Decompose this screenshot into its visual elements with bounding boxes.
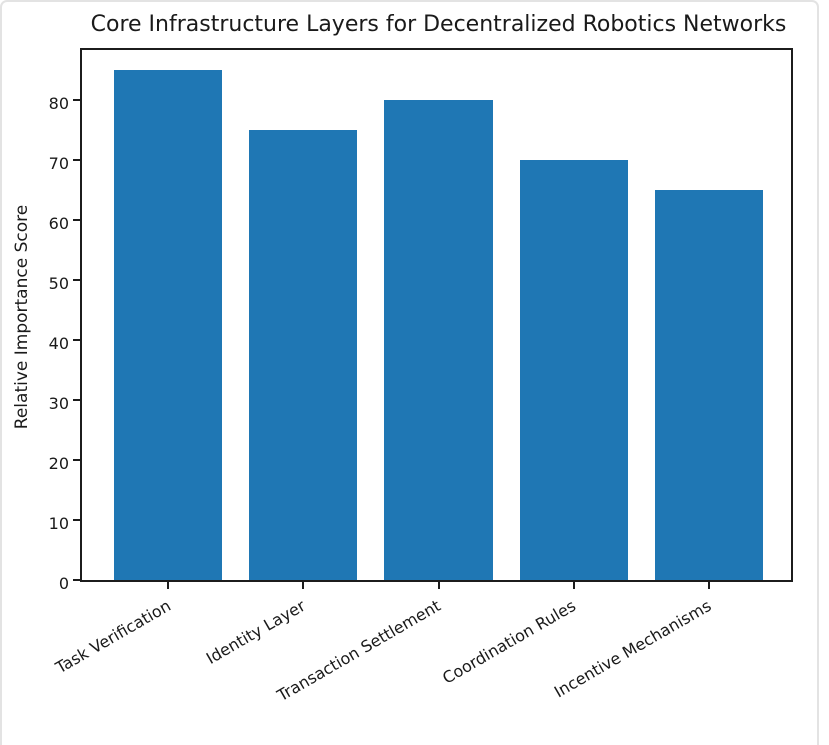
y-tick-label: 50 bbox=[48, 274, 69, 293]
bar bbox=[519, 160, 628, 580]
y-tick-mark bbox=[73, 459, 80, 461]
y-tick-label: 30 bbox=[48, 394, 69, 413]
x-tick-mark bbox=[302, 582, 305, 589]
y-tick-label: 10 bbox=[48, 514, 69, 533]
plot-area: 0 10 20 30 40 50 60 70 80 Task Verification Identi… bbox=[49, 48, 793, 705]
y-tick-mark bbox=[73, 219, 80, 221]
x-tick-mark bbox=[707, 582, 710, 589]
y-tick-mark bbox=[73, 519, 80, 521]
y-axis-label: Relative Importance Score bbox=[12, 204, 32, 430]
y-tick-label: 40 bbox=[48, 334, 69, 353]
bar bbox=[249, 130, 358, 580]
y-tick-label: 0 bbox=[58, 574, 69, 593]
y-tick-mark bbox=[73, 279, 80, 281]
x-tick-mark bbox=[572, 582, 575, 589]
y-tick-mark bbox=[73, 99, 80, 101]
x-tick-label: Task Verification bbox=[52, 596, 174, 678]
y-tick-label: 80 bbox=[48, 94, 69, 113]
x-tick-mark bbox=[167, 582, 170, 589]
chart-title: Core Infrastructure Layers for Decentral… bbox=[90, 12, 787, 37]
bar bbox=[654, 190, 763, 580]
x-tick-mark bbox=[437, 582, 440, 589]
x-tick-label: Coordination Rules bbox=[439, 596, 580, 688]
y-tick-mark bbox=[73, 339, 80, 341]
y-tick-mark bbox=[73, 159, 80, 161]
y-tick-label: 20 bbox=[48, 454, 69, 473]
y-tick-mark bbox=[73, 579, 80, 581]
y-tick-mark bbox=[73, 399, 80, 401]
bar bbox=[384, 100, 493, 580]
y-tick-label: 60 bbox=[48, 214, 69, 233]
y-tick-label: 70 bbox=[48, 154, 69, 173]
x-tick-label: Identity Layer bbox=[203, 596, 309, 668]
bar bbox=[114, 70, 223, 580]
